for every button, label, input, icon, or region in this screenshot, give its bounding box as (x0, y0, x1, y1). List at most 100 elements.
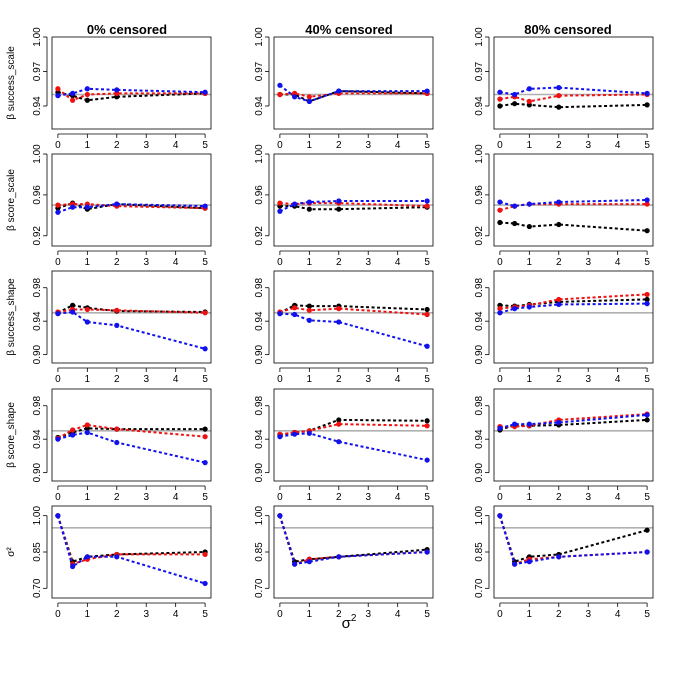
x-tick-label: 0 (497, 374, 503, 385)
row-y-label: σ² (6, 547, 17, 557)
x-tick-label: 1 (307, 140, 313, 151)
x-tick-label: 0 (277, 609, 283, 620)
point-red (497, 306, 503, 312)
point-blue (70, 90, 76, 96)
point-blue (424, 457, 430, 463)
point-black (512, 101, 518, 107)
x-tick-label: 5 (644, 257, 650, 268)
x-tick-label: 5 (424, 492, 430, 503)
panel-r0-c0: 0 1 2 3 4 5 0.94 0.97 1.00 β success_scale (6, 27, 212, 151)
point-blue (277, 434, 283, 440)
y-tick-label: 0.94 (254, 429, 265, 449)
x-tick-label: 4 (395, 140, 401, 151)
point-black (644, 527, 650, 533)
y-tick-label: 0.97 (474, 61, 485, 81)
point-blue (114, 554, 120, 560)
point-red (277, 91, 283, 98)
x-tick-label: 2 (114, 492, 120, 503)
x-tick-label: 0 (497, 257, 503, 268)
series-line-blue (499, 86, 648, 96)
point-blue (644, 549, 650, 555)
x-tick-label: 5 (202, 140, 208, 151)
point-red (424, 423, 430, 429)
point-blue (512, 203, 518, 209)
y-tick-label: 0.90 (254, 462, 265, 482)
x-tick-label: 0 (55, 492, 61, 503)
point-red (497, 96, 503, 102)
x-tick-label: 2 (556, 257, 562, 268)
panel-r1-c0: 0 1 2 3 4 5 0.92 0.96 1.00 β score_scale (6, 144, 212, 268)
x-tick-label: 1 (85, 609, 91, 620)
point-blue (512, 91, 518, 98)
point-blue (84, 554, 90, 560)
y-tick-label: 1.00 (32, 506, 43, 526)
point-blue (202, 346, 208, 352)
x-tick-label: 5 (644, 492, 650, 503)
point-blue (306, 98, 312, 104)
x-tick-label: 1 (85, 492, 91, 503)
point-red (644, 201, 650, 207)
series-line-blue (278, 515, 428, 566)
point-blue (55, 513, 61, 519)
point-black (556, 104, 562, 110)
x-tick-label: 3 (143, 609, 149, 620)
panel-r1-c2: 0 1 2 3 4 5 0.92 0.96 1.00 (474, 144, 654, 268)
point-red (84, 91, 90, 98)
point-blue (277, 311, 283, 317)
panel-r0-c2: 0 1 2 3 4 5 0.94 0.97 1.00 (474, 27, 654, 151)
x-axis-label-sup: 2 (351, 613, 357, 624)
point-blue (526, 86, 532, 92)
point-blue (306, 199, 312, 205)
plot-frame (493, 270, 654, 364)
point-blue (424, 88, 430, 94)
x-tick-label: 3 (143, 492, 149, 503)
point-blue (114, 322, 120, 328)
point-red (84, 306, 90, 313)
panel-r2-c0: 0 1 2 3 4 5 0.90 0.94 0.98 β success_shape (6, 270, 212, 385)
point-red (306, 307, 312, 313)
x-tick-label: 4 (395, 609, 401, 620)
series-line-blue (279, 312, 428, 348)
x-tick-label: 5 (424, 257, 430, 268)
column-title-1: 40% censored (305, 22, 392, 37)
y-tick-label: 0.85 (254, 542, 265, 562)
y-tick-label: 0.96 (474, 185, 485, 205)
point-blue (84, 429, 90, 436)
x-tick-label: 2 (556, 374, 562, 385)
point-blue (512, 421, 518, 427)
point-blue (497, 89, 503, 95)
x-tick-label: 1 (85, 374, 91, 385)
y-tick-label: 0.98 (32, 396, 43, 416)
y-tick-label: 0.94 (254, 96, 265, 116)
point-red (526, 98, 532, 104)
x-tick-label: 0 (497, 140, 503, 151)
point-black (424, 418, 430, 424)
plot-frame (273, 153, 434, 247)
point-red (556, 296, 562, 303)
x-tick-label: 4 (395, 257, 401, 268)
point-blue (556, 301, 562, 308)
y-tick-label: 0.70 (32, 578, 43, 598)
point-blue (292, 561, 298, 567)
panel-r3-c2: 0 1 2 3 4 5 0.90 0.94 0.98 (474, 388, 654, 503)
x-tick-label: 3 (143, 374, 149, 385)
series-line-blue (498, 515, 648, 566)
y-tick-label: 0.92 (254, 226, 265, 246)
x-tick-label: 2 (556, 140, 562, 151)
plot-frame (51, 270, 212, 364)
x-tick-label: 1 (307, 609, 313, 620)
x-tick-label: 1 (527, 609, 533, 620)
point-blue (336, 88, 342, 94)
point-blue (644, 301, 650, 307)
row-y-label: β success_scale (6, 46, 17, 120)
panel-r4-c2: 0 1 2 3 4 5 0.70 0.85 1.00 (474, 506, 654, 620)
x-tick-label: 4 (173, 374, 179, 385)
y-tick-label: 1.00 (254, 506, 265, 526)
point-blue (497, 310, 503, 316)
point-black (526, 223, 532, 230)
series-line-red (57, 423, 206, 440)
series-line-black (57, 427, 206, 439)
series-line-black (278, 515, 428, 563)
point-red (114, 426, 120, 432)
y-tick-label: 0.90 (474, 344, 485, 364)
